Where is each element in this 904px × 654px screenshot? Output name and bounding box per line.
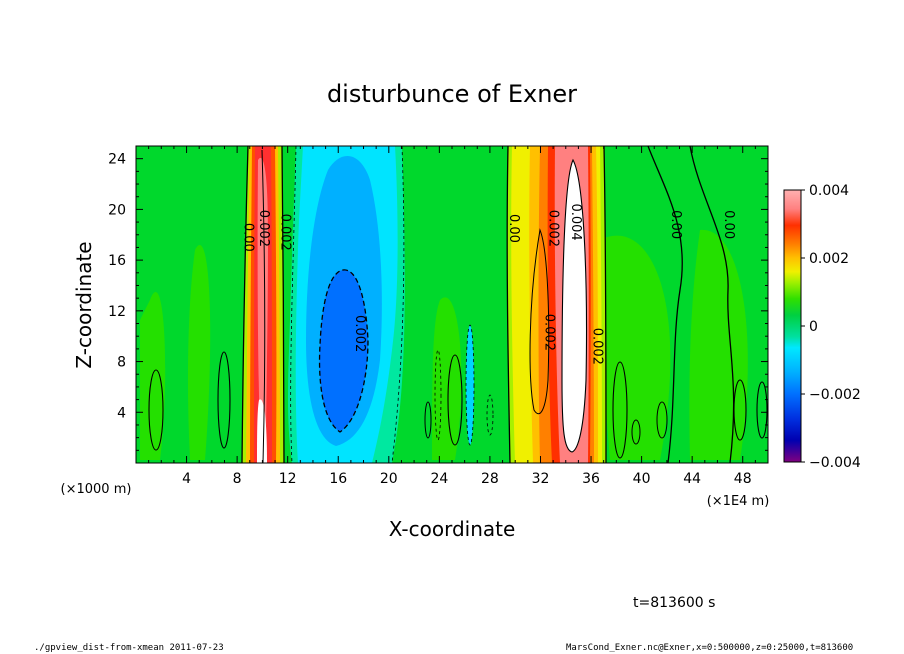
contour-label: 0.002	[590, 328, 605, 365]
contour-line	[733, 379, 747, 441]
contour-line	[656, 401, 668, 439]
y-tick-label: 20	[108, 202, 126, 218]
field-patch	[600, 235, 671, 460]
y-tick-label: 24	[108, 152, 126, 168]
contour-line	[447, 354, 463, 446]
x-tick-label: 32	[532, 471, 550, 487]
y-axis: 4 8 12 16 20 24	[108, 152, 768, 451]
contour-line	[756, 381, 768, 439]
contour-label: 0.002	[542, 314, 557, 351]
colorbar-label: 0	[809, 319, 818, 335]
colorbar	[783, 189, 802, 463]
contour-line	[217, 351, 231, 449]
x-tick-label: 44	[683, 471, 701, 487]
x-unit-right: (×1E4 m)	[707, 494, 770, 509]
contour-label: 0.00	[241, 223, 256, 252]
negative-minimum-region	[319, 269, 368, 432]
contour-line	[148, 369, 164, 451]
x-tick-label: 48	[734, 471, 752, 487]
contour-label: 0.00	[506, 214, 521, 243]
contour-line	[529, 228, 550, 415]
y-tick-label: 12	[108, 304, 126, 320]
x-unit-left: (×1000 m)	[61, 482, 132, 497]
y-tick-label: 16	[108, 253, 126, 269]
x-tick-label: 4	[182, 471, 191, 487]
contour-line	[434, 349, 442, 441]
contour-line	[603, 146, 607, 463]
footer-right: MarsCond_Exner.nc@Exner,x=0:500000,z=0:2…	[566, 643, 854, 653]
contour-line	[612, 361, 628, 459]
x-tick-label: 8	[233, 471, 242, 487]
colorbar-label: −0.002	[809, 387, 861, 403]
y-tick-label: 4	[117, 405, 126, 421]
y-axis-label: Z-coordinate	[72, 241, 96, 368]
positive-band-core	[257, 157, 268, 440]
contour-label: 0.002	[256, 210, 271, 247]
contour-line	[281, 146, 285, 463]
contour-line	[241, 146, 249, 463]
colorbar-label: 0.004	[809, 183, 849, 199]
y-tick-label: 8	[117, 355, 126, 371]
contour-line	[561, 158, 588, 453]
contour-line	[465, 324, 475, 446]
x-axis: 4 8 12 16 20 24 28 32 36 40 44 48	[148, 146, 756, 487]
positive-maximum-region	[562, 160, 587, 452]
time-label: t=813600 s	[633, 595, 716, 611]
zero-contour	[391, 146, 405, 463]
contour-line	[486, 394, 494, 436]
x-tick-label: 12	[279, 471, 297, 487]
contour-label: 0.00	[668, 210, 683, 239]
contour-label: 0.002	[545, 210, 560, 247]
contour-label: 0.002	[277, 214, 292, 251]
contour-line	[647, 146, 683, 463]
chart-title: disturbunce of Exner	[327, 80, 577, 108]
contour-label: 0.004	[568, 203, 583, 240]
field-patch	[187, 245, 211, 460]
negative-minimum-contour	[318, 269, 369, 433]
zero-contour	[290, 146, 297, 463]
contour-line	[689, 146, 735, 463]
x-tick-label: 20	[380, 471, 398, 487]
x-axis-label: X-coordinate	[389, 517, 516, 541]
x-tick-label: 40	[633, 471, 651, 487]
footer-left: ./gpview_dist-from-xmean 2011-07-23	[34, 643, 224, 653]
x-tick-label: 28	[481, 471, 499, 487]
x-tick-label: 16	[329, 471, 347, 487]
colorbar-ticks: 0.004 0.002 0 −0.002 −0.004	[801, 183, 861, 471]
field-patch	[432, 297, 462, 460]
contour-label: 0.00	[721, 210, 736, 239]
colorbar-label: 0.002	[809, 251, 849, 267]
contour-line	[261, 149, 266, 463]
contour-line	[631, 419, 641, 445]
colorbar-label: −0.004	[809, 455, 861, 471]
contour-line	[506, 146, 511, 463]
contour-label: 0.002	[352, 315, 367, 352]
x-tick-label: 24	[430, 471, 448, 487]
contour-line	[424, 401, 432, 439]
x-tick-label: 36	[582, 471, 600, 487]
